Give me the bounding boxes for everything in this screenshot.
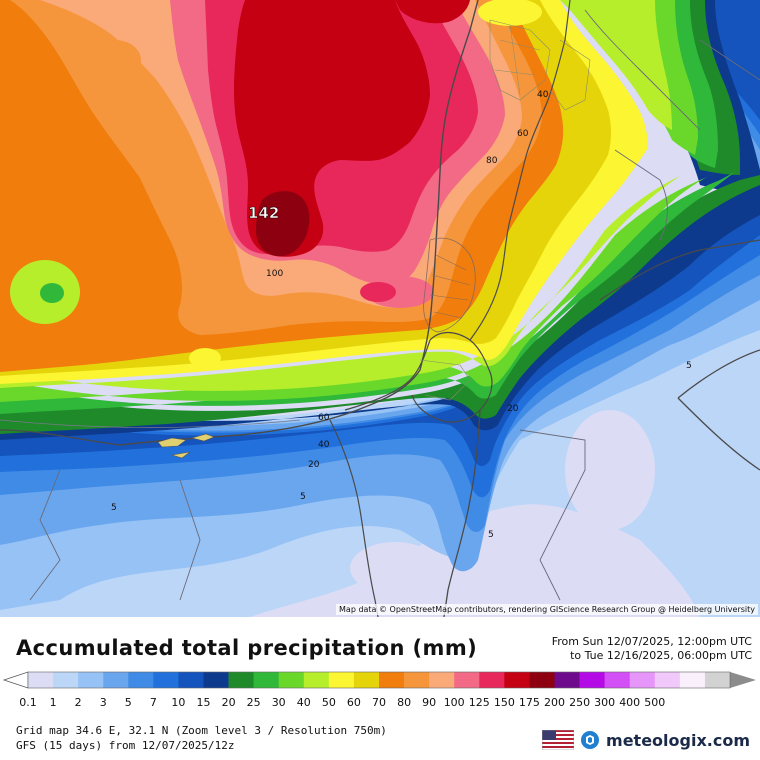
legend-swatch	[203, 672, 229, 688]
us-flag-icon[interactable]	[542, 730, 575, 750]
legend-swatch	[103, 672, 129, 688]
legend-swatch	[404, 672, 430, 688]
legend-label: 200	[544, 696, 565, 709]
brand-name: meteologix.com	[606, 730, 750, 750]
contour-label-100: 100	[266, 269, 283, 279]
legend-label: 250	[569, 696, 591, 709]
legend-label: 15	[196, 696, 211, 709]
map-attribution[interactable]: Map data © OpenStreetMap contributors, r…	[336, 604, 758, 615]
legend-label: 25	[246, 696, 261, 709]
legend-label: 5	[124, 696, 132, 709]
legend-label: 20	[221, 696, 236, 709]
map-title: Accumulated total precipitation (mm)	[16, 636, 478, 660]
precipitation-map[interactable]: 142 100 80 60 40 60 40 20 20 5 5 5 5 Map…	[0, 0, 760, 617]
legend-swatch	[28, 672, 54, 688]
legend-label: 90	[422, 696, 437, 709]
contour-label-5-east: 5	[686, 361, 692, 371]
map-info-panel	[0, 617, 760, 760]
legend-swatch	[53, 672, 79, 688]
legend-label: 3	[99, 696, 107, 709]
legend-swatch	[328, 672, 355, 688]
contour-label-60-south: 60	[318, 413, 330, 423]
legend-label: 125	[468, 696, 490, 709]
legend-arrow-left	[2, 671, 29, 689]
legend-swatch	[379, 672, 405, 688]
legend-swatch	[78, 672, 104, 688]
map-canvas: 142 100 80 60 40 60 40 20 20 5 5 5 5	[0, 0, 760, 617]
date-to: to Tue 12/16/2025, 06:00pm UTC	[570, 649, 752, 662]
legend-swatch	[278, 672, 305, 688]
legend-swatch	[128, 672, 154, 688]
contour-label-5-west: 5	[111, 503, 117, 513]
grid-info: Grid map 34.6 E, 32.1 N (Zoom level 3 / …	[16, 724, 387, 737]
legend-label: 2	[74, 696, 82, 709]
legend-swatch	[704, 672, 731, 688]
legend-swatch	[529, 672, 555, 688]
legend-swatch	[228, 672, 254, 688]
legend-label: 30	[271, 696, 286, 709]
model-info: GFS (15 days) from 12/07/2025/12z	[16, 739, 235, 752]
legend-label: 50	[321, 696, 336, 709]
contour-label-5-mid: 5	[300, 492, 306, 502]
legend-label: 150	[493, 696, 515, 709]
legend-label: 400	[619, 696, 641, 709]
legend-swatch	[353, 672, 380, 688]
contour-label-60-east: 60	[517, 129, 529, 139]
legend-label: 80	[397, 696, 412, 709]
legend-swatch	[178, 672, 204, 688]
contour-label-5-south: 5	[488, 530, 494, 540]
legend-label: 70	[372, 696, 386, 709]
contour-label-20-south: 20	[308, 460, 320, 470]
legend-swatch	[479, 672, 505, 688]
legend-label: 40	[296, 696, 311, 709]
legend-label: 300	[594, 696, 616, 709]
legend-label: 0.1	[19, 696, 37, 709]
legend-swatch	[679, 672, 706, 688]
legend-swatch	[654, 672, 681, 688]
legend-label: 100	[443, 696, 465, 709]
legend-label: 10	[171, 696, 186, 709]
legend-swatch	[579, 672, 605, 688]
meteologix-logo-icon	[581, 731, 600, 749]
legend-swatch	[153, 672, 179, 688]
map-metadata: Grid map 34.6 E, 32.1 N (Zoom level 3 / …	[16, 723, 387, 753]
legend-swatch	[303, 672, 330, 688]
contour-label-40-east: 40	[537, 90, 549, 100]
legend-labels: 0.1 1 2 3 5 7 10 15 20 25 30 40 50 60 70 80 90 100 125 150 1…	[0, 696, 760, 710]
contour-label-20-east: 20	[507, 404, 519, 414]
legend-arrow-right	[730, 672, 756, 688]
date-from: From Sun 12/07/2025, 12:00pm UTC	[551, 635, 752, 648]
legend-frame	[27, 671, 731, 689]
legend-swatch	[454, 672, 480, 688]
legend-label: 500	[644, 696, 666, 709]
legend-swatch	[504, 672, 530, 688]
date-range: From Sun 12/07/2025, 12:00pm UTC to Tue …	[552, 635, 752, 663]
legend-label: 60	[346, 696, 361, 709]
legend-label: 7	[149, 696, 157, 709]
legend-label: 175	[518, 696, 540, 709]
legend-swatch	[629, 672, 656, 688]
contour-label-80: 80	[486, 156, 498, 166]
brand[interactable]: meteologix.com	[542, 730, 750, 750]
legend-swatch	[429, 672, 455, 688]
max-precip-label: 142	[248, 204, 279, 222]
legend-label: 1	[49, 696, 57, 709]
color-legend	[2, 671, 756, 689]
contour-label-40-south: 40	[318, 440, 330, 450]
legend-swatch	[554, 672, 580, 688]
legend-swatch	[604, 672, 631, 688]
legend-swatch	[253, 672, 280, 688]
